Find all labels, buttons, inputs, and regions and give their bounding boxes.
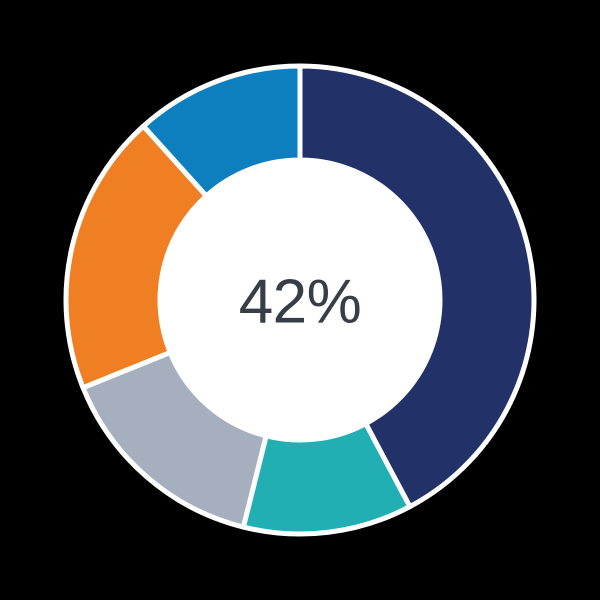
donut-hole (160, 160, 440, 440)
center-percentage-label: 42% (239, 268, 362, 337)
